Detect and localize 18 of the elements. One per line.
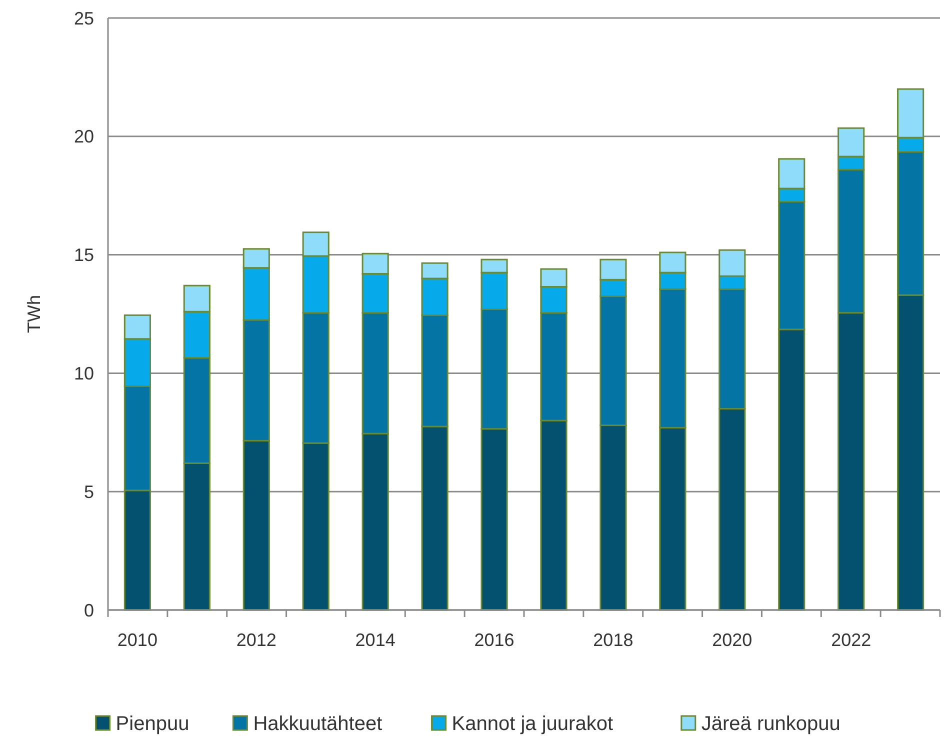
y-tick-label: 20 xyxy=(74,126,94,147)
legend-label: Pienpuu xyxy=(116,713,190,735)
y-tick-label: 10 xyxy=(74,364,94,384)
legend-label: Kannot ja juurakot xyxy=(452,713,614,735)
x-tick-label: 2014 xyxy=(355,630,396,650)
x-tick-label: 2016 xyxy=(474,630,514,650)
x-tick-label: 2022 xyxy=(831,630,872,650)
x-tick-label: 2018 xyxy=(593,630,634,650)
y-axis-title: TWh xyxy=(24,295,44,333)
y-tick-label: 5 xyxy=(84,482,94,502)
x-tick-label: 2020 xyxy=(712,630,752,650)
legend-label: Hakkuutähteet xyxy=(253,713,383,735)
legend-label: Järeä runkopuu xyxy=(701,713,840,735)
y-tick-label: 0 xyxy=(84,600,94,620)
x-tick-label: 2010 xyxy=(117,630,158,650)
y-tick-label: 25 xyxy=(74,8,94,28)
y-tick-label: 15 xyxy=(74,245,94,266)
x-tick-label: 2012 xyxy=(236,630,276,650)
